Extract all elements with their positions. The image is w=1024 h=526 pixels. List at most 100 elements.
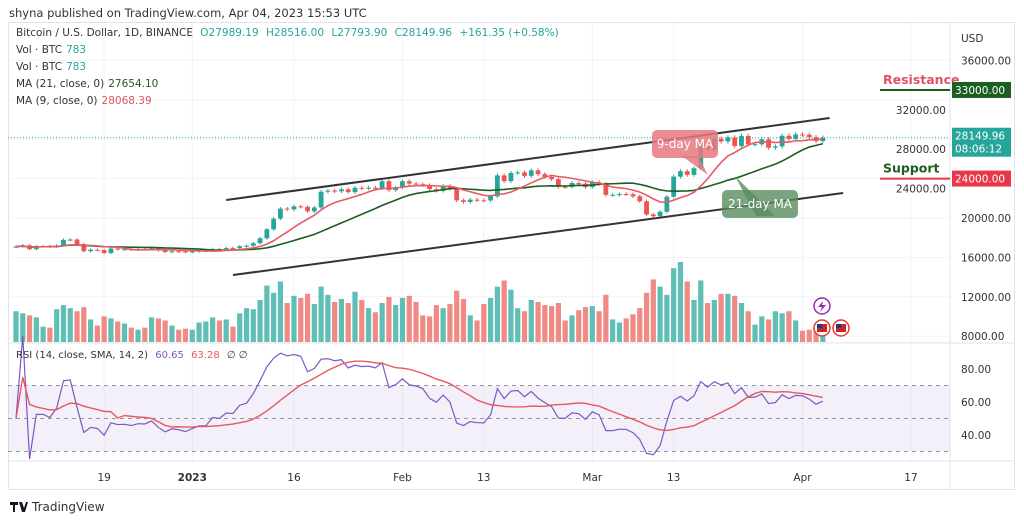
indicator-ma21[interactable]: MA (21, close, 0) 27654.10 — [16, 78, 162, 90]
volume-bar — [54, 309, 60, 342]
volume-bar — [271, 292, 277, 342]
volume-bar — [216, 320, 222, 342]
candle — [454, 187, 460, 202]
rsi-axis-tick: 60.00 — [961, 397, 991, 409]
candle — [386, 179, 392, 192]
rsi-sma-value: 63.28 — [191, 350, 220, 361]
candle-body — [549, 176, 555, 180]
candle-body — [528, 170, 534, 176]
candle — [718, 136, 724, 144]
candle — [298, 204, 304, 209]
candle — [359, 186, 365, 191]
candle — [88, 248, 93, 253]
candle-body — [617, 194, 622, 196]
candle — [772, 144, 778, 150]
indicator-value: 27654.10 — [108, 78, 159, 90]
volume-bar — [162, 320, 168, 342]
symbol-title[interactable]: Bitcoin / U.S. Dollar, 1D, BINANCE — [16, 27, 193, 39]
volume-bar — [650, 279, 656, 342]
candle-body — [637, 196, 643, 202]
candle — [278, 206, 283, 221]
candle-body — [325, 190, 331, 192]
volume-bar — [820, 333, 826, 342]
candle-body — [176, 251, 182, 253]
volume-bar — [135, 329, 141, 342]
candle-body — [372, 187, 378, 189]
candle — [779, 133, 785, 149]
candle — [101, 248, 107, 255]
candle — [739, 133, 744, 149]
volume-bar — [474, 320, 480, 342]
indicator-vol-2[interactable]: Vol · BTC 783 — [16, 61, 90, 73]
candle — [671, 174, 677, 199]
indicator-vol-1[interactable]: Vol · BTC 783 — [16, 44, 90, 56]
candle — [684, 169, 690, 177]
indicator-ma9[interactable]: MA (9, close, 0) 28068.39 — [16, 95, 156, 107]
lightning-glyph-icon — [818, 301, 826, 312]
candle-body — [13, 246, 19, 248]
volume-bar — [332, 302, 338, 342]
volume-bar — [589, 306, 595, 342]
ma21-callout: 21-day MA — [722, 176, 798, 218]
candle — [474, 197, 480, 203]
candle-body — [671, 176, 677, 197]
volume-bar — [115, 321, 121, 342]
candle-body — [311, 207, 317, 212]
time-axis-tick: Mar — [582, 472, 602, 484]
candle-body — [284, 208, 290, 210]
volume-bar — [549, 306, 555, 342]
last-price-value: 28149.96 — [955, 131, 1005, 143]
volume-bar — [535, 302, 541, 342]
candle — [461, 198, 466, 204]
volume-bar — [447, 304, 453, 342]
candle-body — [684, 171, 690, 175]
candle-body — [501, 175, 507, 182]
volume-bar — [203, 321, 209, 342]
ma9-callout: 9-day MA — [652, 130, 718, 175]
candle-body — [440, 185, 446, 191]
time-axis-tick: 2023 — [178, 472, 207, 484]
candle-body — [515, 172, 521, 174]
candle-body — [454, 188, 460, 201]
price-axis-tick: 8000.00 — [961, 331, 1004, 343]
support-badge-text: 24000.00 — [955, 174, 1005, 186]
rsi-legend[interactable]: RSI (14, close, SMA, 14, 2) 60.65 63.28 … — [16, 350, 252, 361]
indicator-label: MA (9, close, 0) — [16, 95, 98, 107]
volume-bar — [698, 280, 704, 342]
volume-bar — [623, 318, 629, 342]
time-axis-tick: 17 — [904, 472, 917, 484]
candle — [305, 205, 310, 213]
candle-body — [298, 206, 304, 208]
volume-bar — [630, 314, 636, 342]
candle-body — [413, 183, 419, 185]
volume-bar — [243, 308, 250, 342]
volume-bar — [196, 322, 202, 342]
candle-body — [474, 199, 480, 201]
candle — [617, 192, 622, 197]
price-axis-currency: USD — [961, 33, 983, 45]
candle-body — [230, 248, 236, 250]
price-axis-tick: 16000.00 — [961, 252, 1011, 264]
volume-bar — [284, 303, 290, 342]
candle-body — [542, 174, 548, 177]
candle — [284, 206, 290, 212]
resistance-label: Resistance — [883, 72, 959, 87]
volume-bar — [582, 307, 589, 342]
price-axis-tick: 28000.00 — [896, 144, 946, 156]
candle-body — [657, 211, 663, 217]
candle-body — [447, 185, 453, 189]
volume-bar — [74, 311, 80, 342]
tradingview-logo[interactable]: TradingView — [10, 500, 105, 514]
published-caption: shyna published on TradingView.com, Apr … — [9, 6, 367, 20]
candle-body — [461, 200, 466, 202]
candle-body — [183, 251, 188, 253]
candle — [366, 185, 371, 191]
time-axis-tick: Apr — [793, 472, 812, 484]
candle — [271, 217, 277, 231]
rsi-extra: ∅ ∅ — [226, 350, 248, 361]
volume-bar — [237, 313, 243, 342]
candle-body — [264, 229, 270, 239]
candle — [440, 184, 446, 193]
candle — [81, 242, 87, 253]
